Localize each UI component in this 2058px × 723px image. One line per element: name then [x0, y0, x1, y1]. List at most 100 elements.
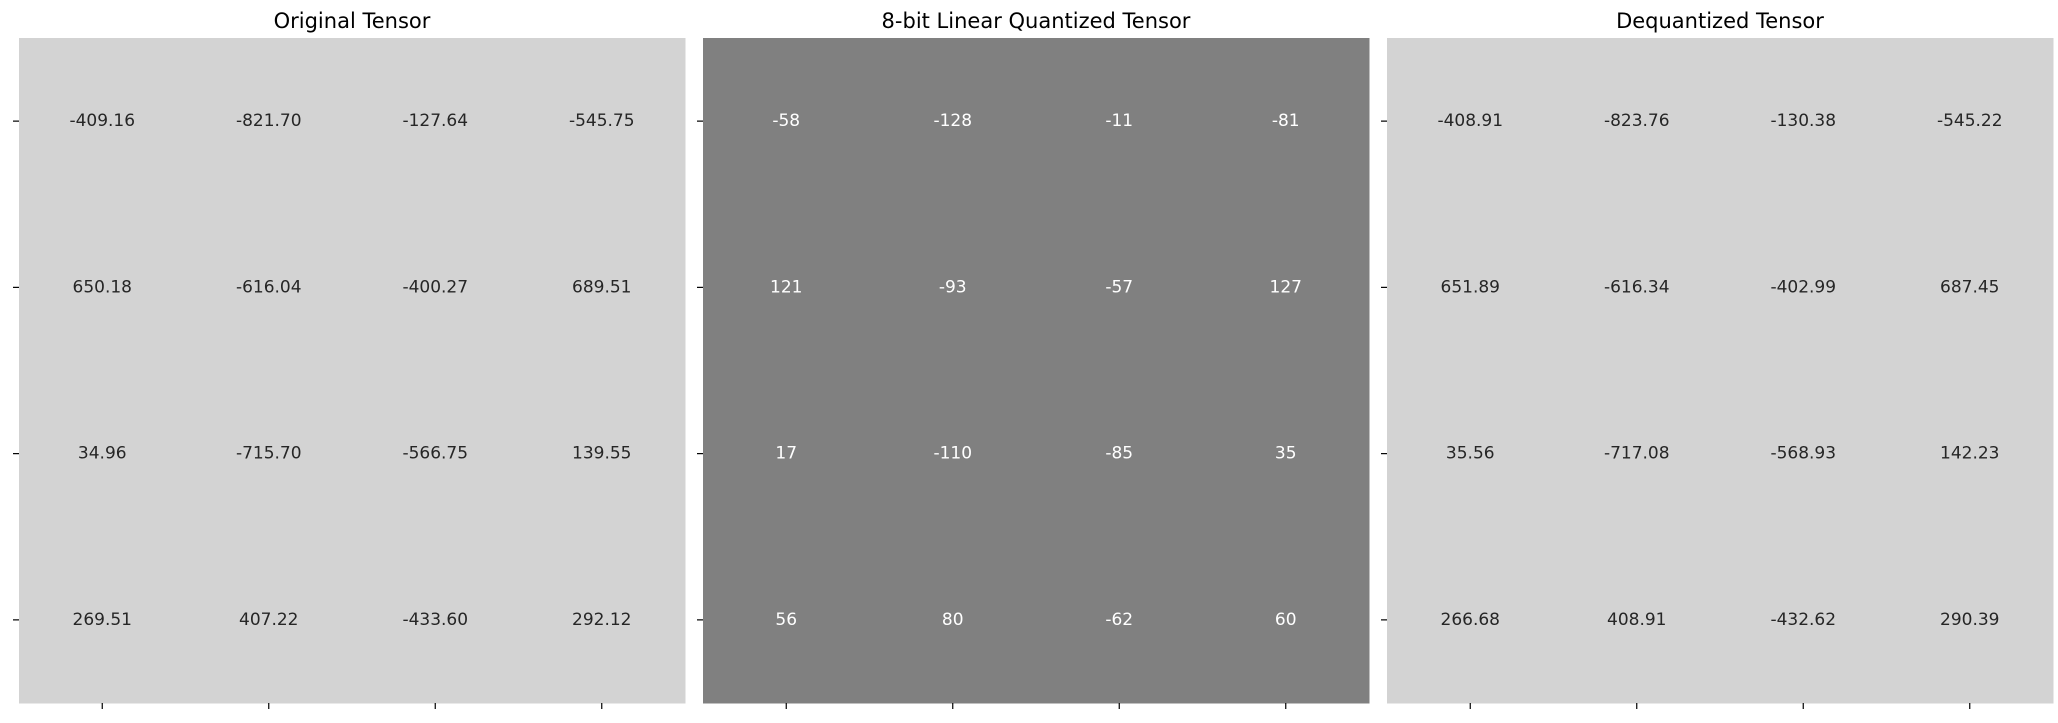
heatmap-cell [1202, 370, 1370, 538]
heatmap-cell [518, 204, 686, 371]
cell-value-label: -81 [1272, 111, 1300, 131]
heatmap-cell [1202, 204, 1370, 371]
cell-value-label: -58 [772, 111, 800, 131]
cell-value-label: -85 [1105, 444, 1133, 464]
heatmap-cell [352, 204, 519, 371]
cell-value-label: 56 [775, 610, 797, 630]
cell-value-label: -616.34 [1604, 277, 1670, 297]
heatmap-cell [1720, 38, 1887, 205]
panel-title: 8-bit Linear Quantized Tensor [882, 9, 1191, 33]
heatmap-cell [1886, 38, 2054, 205]
cell-value-label: -57 [1105, 277, 1133, 297]
cell-value-label: 142.23 [1940, 444, 1999, 464]
heatmap-cell [1720, 536, 1887, 704]
cell-value-label: 689.51 [572, 277, 631, 297]
heatmap-cell [19, 536, 186, 704]
cell-value-label: -568.93 [1770, 444, 1836, 464]
heatmap-cell [1553, 38, 1721, 205]
cell-value-label: 127 [1270, 277, 1302, 297]
heatmap-cell [19, 204, 186, 371]
heatmap-cell [1553, 204, 1721, 371]
heatmap-cell [703, 536, 870, 704]
cell-value-label: -821.70 [236, 111, 302, 131]
heatmap-cell [185, 370, 353, 538]
heatmap-cell [518, 536, 686, 704]
heatmap-cell [1036, 536, 1203, 704]
cell-value-label: -409.16 [69, 111, 135, 131]
heatmap-cell [1387, 370, 1554, 538]
heatmap-cell [1387, 536, 1554, 704]
heatmap-cell [869, 38, 1037, 205]
heatmap-panel-1: Original Tensor -409.16 -821.70 -127.64 -545… [13, 9, 686, 709]
heatmap-cell [869, 370, 1037, 538]
heatmap-cell [185, 204, 353, 371]
heatmap-panel-3: Dequantized Tensor -408.91 -823.76 -130.38 -… [1381, 9, 2054, 709]
heatmap-cell [1720, 370, 1887, 538]
cell-value-label: 121 [770, 277, 802, 297]
cell-value-label: 292.12 [572, 610, 631, 630]
heatmap-cell [1387, 204, 1554, 371]
heatmap-cell [1886, 536, 2054, 704]
cell-value-label: -130.38 [1770, 111, 1836, 131]
cell-value-label: -62 [1105, 610, 1133, 630]
cell-value-label: -545.75 [569, 111, 635, 131]
cell-value-label: 35 [1275, 444, 1297, 464]
heatmap-cell [1886, 204, 2054, 371]
heatmap-cell [1036, 38, 1203, 205]
heatmap-cell [1202, 38, 1370, 205]
cell-value-label: 687.45 [1940, 277, 1999, 297]
cell-value-label: 80 [942, 610, 964, 630]
heatmap-panels: Original Tensor -409.16 -821.70 -127.64 -545… [13, 9, 2054, 709]
cell-value-label: -717.08 [1604, 444, 1670, 464]
heatmap-panel-2: 8-bit Linear Quantized Tensor -58 -128 -11 -… [697, 9, 1370, 709]
heatmap-cell [703, 204, 870, 371]
cell-value-label: -616.04 [236, 277, 302, 297]
cell-value-label: 650.18 [73, 277, 132, 297]
cell-value-label: -93 [939, 277, 967, 297]
cell-value-label: -110 [933, 444, 972, 464]
heatmap-cell [518, 38, 686, 205]
cell-value-label: -823.76 [1604, 111, 1670, 131]
cell-value-label: -715.70 [236, 444, 302, 464]
cell-value-label: 17 [775, 444, 797, 464]
heatmap-cell [1886, 370, 2054, 538]
heatmap-cell [869, 204, 1037, 371]
cell-value-label: 407.22 [239, 610, 298, 630]
heatmap-cell [19, 38, 186, 205]
heatmap-cell [703, 38, 870, 205]
heatmap-cell [19, 370, 186, 538]
heatmap-cell [1720, 204, 1887, 371]
cell-value-label: 269.51 [73, 610, 132, 630]
heatmap-cell [1202, 536, 1370, 704]
cell-value-label: -128 [933, 111, 972, 131]
heatmap-cell [869, 536, 1037, 704]
heatmap-cell [1036, 204, 1203, 371]
heatmap-cell [1387, 38, 1554, 205]
cell-value-label: 651.89 [1441, 277, 1500, 297]
cell-value-label: -408.91 [1437, 111, 1503, 131]
cell-value-label: -433.60 [402, 610, 468, 630]
cell-value-label: -127.64 [402, 111, 468, 131]
cell-value-label: 408.91 [1607, 610, 1666, 630]
heatmap-cell [1553, 370, 1721, 538]
cell-value-label: -400.27 [402, 277, 468, 297]
cell-value-label: 35.56 [1446, 444, 1495, 464]
heatmap-cell [352, 370, 519, 538]
heatmap-cell [185, 38, 353, 205]
cell-value-label: 290.39 [1940, 610, 1999, 630]
cell-value-label: -11 [1105, 111, 1133, 131]
cell-value-label: -402.99 [1770, 277, 1836, 297]
heatmap-cell [352, 536, 519, 704]
heatmap-cell [518, 370, 686, 538]
cell-value-label: 139.55 [572, 444, 631, 464]
cell-value-label: 60 [1275, 610, 1297, 630]
cell-value-label: -432.62 [1770, 610, 1836, 630]
panel-title: Original Tensor [274, 9, 431, 33]
cell-value-label: 266.68 [1441, 610, 1500, 630]
heatmap-cell [703, 370, 870, 538]
panel-title: Dequantized Tensor [1616, 9, 1824, 33]
heatmap-cell [352, 38, 519, 205]
cell-value-label: -545.22 [1937, 111, 2003, 131]
heatmap-cell [185, 536, 353, 704]
